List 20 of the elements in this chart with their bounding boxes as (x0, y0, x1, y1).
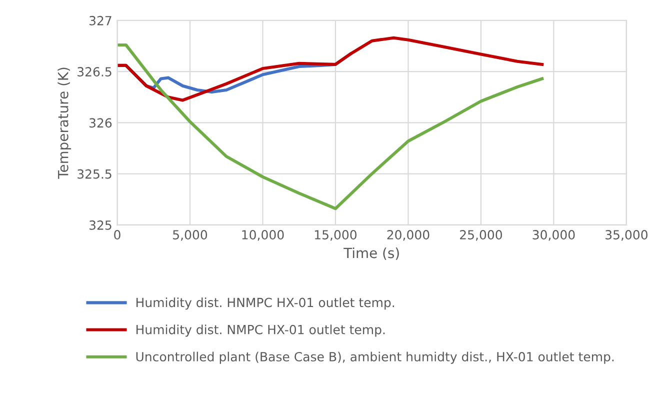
x-tick-label: 30,000 (532, 230, 575, 241)
x-tick-label: 25,000 (460, 230, 502, 241)
y-tick-label: 325.5 (78, 169, 112, 179)
x-tick-label: 15,000 (314, 230, 357, 241)
y-tick-label: 326.5 (78, 67, 112, 76)
x-axis-title: Time (s) (344, 247, 399, 260)
x-tick-label: 20,000 (387, 230, 430, 241)
x-tick-label: 35,000 (606, 230, 648, 241)
y-tick-label: 326 (89, 118, 112, 128)
line-series (117, 43, 544, 210)
y-axis-title: Temperature (K) (58, 68, 72, 179)
y-tick-label: 325 (89, 220, 112, 230)
legend-label: Humidity dist. HNMPC HX-01 outlet temp. (136, 298, 394, 310)
x-tick-label: 10,000 (242, 230, 284, 241)
y-tick-label: 327 (89, 16, 112, 26)
legend-label: Humidity dist. NMPC HX-01 outlet temp. (136, 324, 385, 337)
x-tick-label: 0 (114, 230, 120, 240)
x-tick-label: 5,000 (173, 230, 208, 241)
legend-label: Uncontrolled plant (Base Case B), ambient humidty dist., HX-01 outlet temp. (136, 352, 614, 364)
line-series (117, 36, 544, 102)
